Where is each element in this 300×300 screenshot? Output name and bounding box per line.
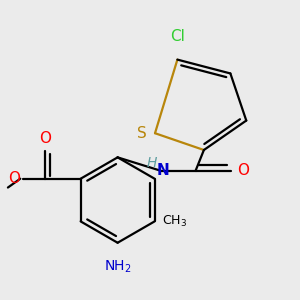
Text: S: S [137, 126, 147, 141]
Text: Cl: Cl [170, 28, 185, 44]
Text: NH$_2$: NH$_2$ [104, 259, 131, 275]
Text: O: O [237, 163, 249, 178]
Text: H: H [146, 156, 157, 170]
Text: O: O [8, 171, 20, 186]
Text: N: N [157, 163, 169, 178]
Text: CH$_3$: CH$_3$ [162, 214, 187, 229]
Text: O: O [39, 131, 51, 146]
